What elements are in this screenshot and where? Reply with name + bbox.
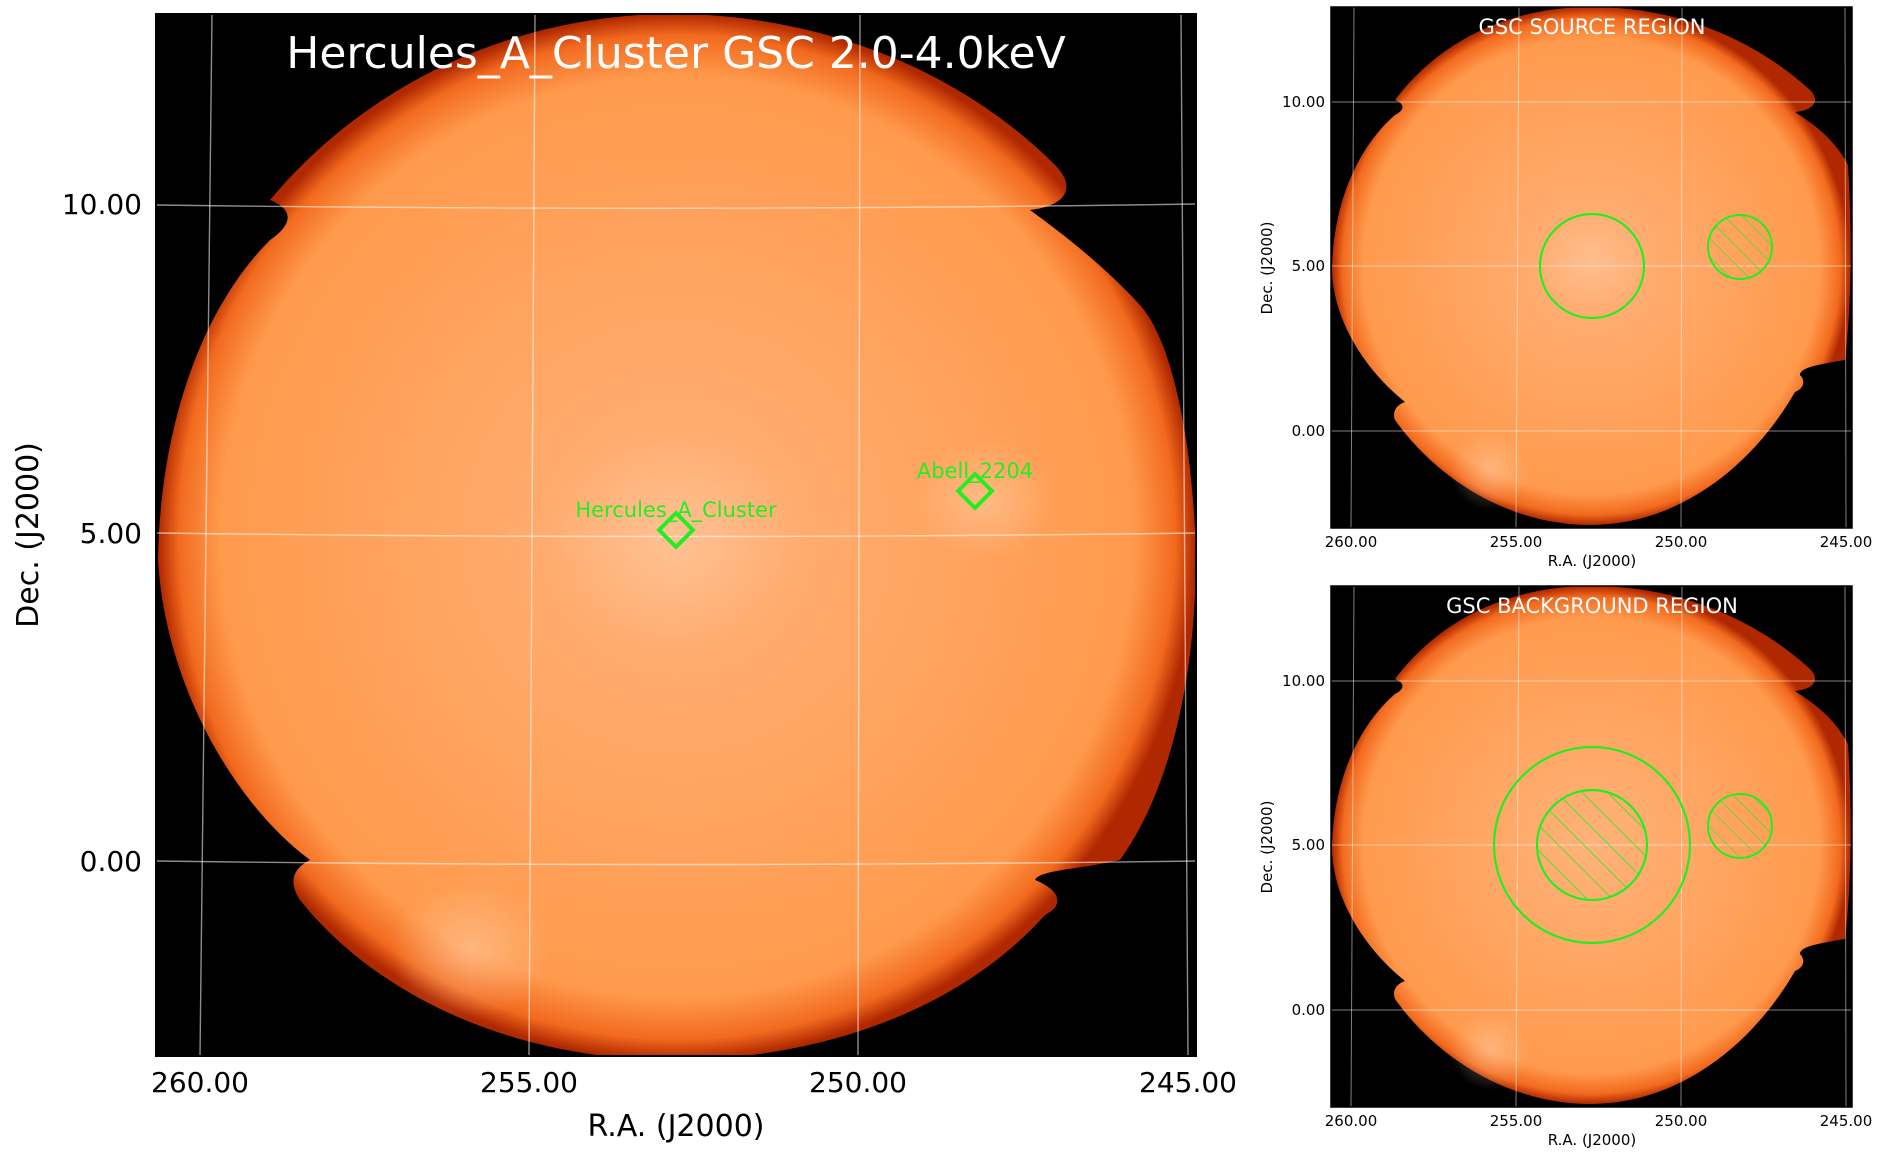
main-y-tick-label: 0.00 xyxy=(80,845,142,878)
source-frame xyxy=(1330,6,1853,529)
background-y-axis-label: Dec. (J2000) xyxy=(1258,801,1276,894)
excluded-region-circle xyxy=(1707,214,1773,280)
main-x-tick-label: 255.00 xyxy=(480,1066,578,1099)
source-y-tick-label: 10.00 xyxy=(1282,93,1325,111)
source-marker-abell xyxy=(955,471,995,511)
main-grid xyxy=(156,14,1196,1056)
source-x-axis-label: R.A. (J2000) xyxy=(1548,552,1637,570)
source-label-hercules: Hercules_A_Cluster xyxy=(575,498,777,523)
source-region-circle xyxy=(1538,212,1646,320)
source-grid xyxy=(1331,7,1852,528)
background-annulus-inner-excluded xyxy=(1535,788,1649,902)
main-x-tick-label: 245.00 xyxy=(1139,1066,1237,1099)
background-x-tick-label: 245.00 xyxy=(1820,1112,1873,1130)
source-y-axis-label: Dec. (J2000) xyxy=(1258,222,1276,315)
background-frame xyxy=(1330,585,1853,1108)
main-y-axis-label: Dec. (J2000) xyxy=(11,442,46,628)
main-frame xyxy=(155,13,1197,1057)
source-x-tick-label: 255.00 xyxy=(1490,533,1543,551)
source-x-tick-label: 250.00 xyxy=(1655,533,1708,551)
source-label-abell: Abell_2204 xyxy=(917,459,1033,484)
background-x-tick-label: 260.00 xyxy=(1325,1112,1378,1130)
main-x-axis-label: R.A. (J2000) xyxy=(588,1109,765,1144)
background-y-tick-label: 10.00 xyxy=(1282,672,1325,690)
main-panel: Hercules_A_Cluster GSC 2.0-4.0keV Hercul… xyxy=(11,13,1237,1144)
main-y-tick-label: 10.00 xyxy=(62,188,142,221)
background-panel-title: GSC BACKGROUND REGION xyxy=(1446,594,1738,618)
main-x-tick-label: 260.00 xyxy=(151,1066,249,1099)
source-region-panel: GSC SOURCE REGION 260.00 255.00 250.00 2… xyxy=(1258,6,1873,570)
source-y-tick-label: 0.00 xyxy=(1292,422,1325,440)
background-x-tick-label: 255.00 xyxy=(1490,1112,1543,1130)
background-x-axis-label: R.A. (J2000) xyxy=(1548,1131,1637,1149)
background-y-tick-label: 0.00 xyxy=(1292,1001,1325,1019)
source-x-tick-label: 245.00 xyxy=(1820,533,1873,551)
source-y-tick-label: 5.00 xyxy=(1292,257,1325,275)
main-title: Hercules_A_Cluster GSC 2.0-4.0keV xyxy=(286,28,1065,79)
background-annulus-outer xyxy=(1492,745,1692,945)
source-marker-hercules xyxy=(656,510,696,550)
background-region-panel: GSC BACKGROUND REGION 260.00 255.00 250.… xyxy=(1258,585,1873,1149)
source-x-tick-label: 260.00 xyxy=(1325,533,1378,551)
background-y-tick-label: 5.00 xyxy=(1292,836,1325,854)
main-y-tick-label: 5.00 xyxy=(80,517,142,550)
main-x-tick-label: 250.00 xyxy=(809,1066,907,1099)
background-x-tick-label: 250.00 xyxy=(1655,1112,1708,1130)
source-panel-title: GSC SOURCE REGION xyxy=(1479,15,1706,39)
excluded-region-circle xyxy=(1707,793,1773,859)
